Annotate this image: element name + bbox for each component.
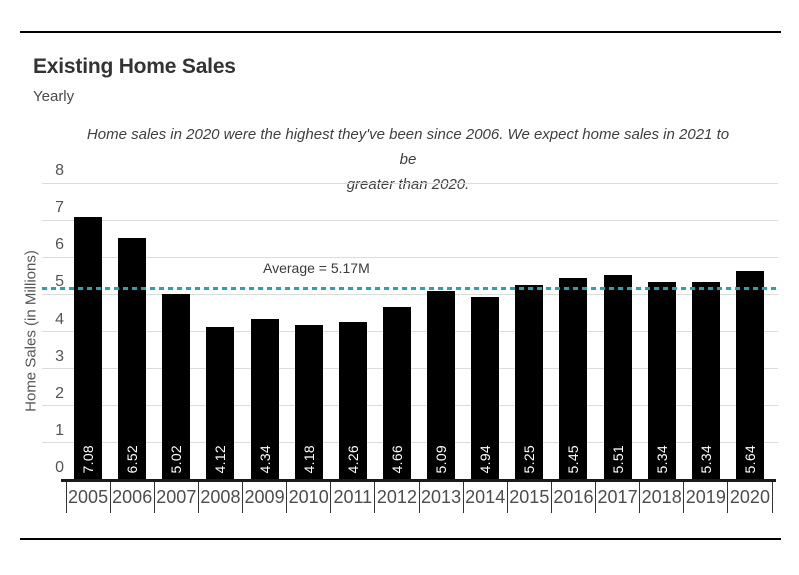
bar: 4.94 — [471, 296, 500, 480]
average-line-label: Average = 5.17M — [263, 260, 370, 276]
bar: 5.45 — [559, 277, 588, 480]
x-tick-label: 2016 — [553, 487, 594, 507]
x-tick — [418, 482, 420, 513]
x-tick-label: 2013 — [421, 487, 462, 507]
x-tick — [374, 482, 376, 513]
bar: 5.51 — [603, 275, 632, 480]
x-tick-label: 2009 — [244, 487, 285, 507]
y-tick-label: 1 — [55, 421, 64, 439]
x-tick — [550, 482, 552, 513]
x-tick — [286, 482, 288, 513]
bar-value-label: 4.94 — [477, 444, 494, 473]
x-tick — [771, 482, 773, 513]
x-tick — [595, 482, 596, 513]
y-tick-label: 3 — [55, 347, 64, 365]
gridline — [42, 219, 778, 221]
bottom-divider — [20, 538, 781, 540]
x-tick — [506, 482, 508, 513]
x-tick-label: 2019 — [685, 487, 726, 507]
x-tick-label: 2006 — [112, 487, 153, 507]
y-tick-label: 4 — [55, 310, 64, 328]
chart-annotation: Home sales in 2020 were the highest they… — [78, 122, 738, 197]
x-tick-label: 2020 — [729, 487, 770, 507]
bar-value-label: 5.09 — [433, 444, 450, 473]
x-tick-label: 2010 — [288, 487, 329, 507]
bar-value-label: 4.18 — [300, 444, 317, 473]
bar-value-label: 7.08 — [80, 444, 97, 473]
y-tick-label: 2 — [55, 384, 64, 402]
x-tick — [727, 482, 729, 513]
bar-value-label: 4.66 — [388, 444, 405, 473]
gridline — [42, 182, 778, 184]
bar: 4.34 — [250, 318, 279, 480]
x-tick-label: 2012 — [376, 487, 417, 507]
x-tick — [330, 482, 332, 513]
bar-value-label: 4.12 — [212, 444, 229, 473]
x-tick — [639, 482, 641, 513]
bar: 5.34 — [691, 281, 720, 480]
gridline — [42, 293, 778, 295]
annotation-line-2: greater than 2020. — [346, 176, 470, 193]
bar: 4.66 — [382, 306, 411, 480]
bar-value-label: 5.45 — [565, 444, 582, 473]
bar-value-label: 5.34 — [653, 444, 670, 473]
y-tick-label: 6 — [55, 236, 64, 254]
bar: 5.02 — [162, 293, 191, 480]
x-tick — [197, 482, 199, 513]
y-tick-label: 8 — [55, 162, 64, 179]
x-tick-label: 2018 — [641, 487, 682, 507]
average-line — [42, 286, 778, 290]
x-tick-label: 2015 — [509, 487, 550, 507]
x-tick — [462, 482, 464, 513]
bar-value-label: 4.34 — [256, 444, 273, 473]
x-tick-label: 2017 — [597, 487, 638, 507]
bar-value-label: 6.52 — [124, 444, 141, 473]
x-tick — [242, 482, 243, 513]
annotation-line-1: Home sales in 2020 were the highest they… — [86, 126, 730, 168]
x-tick — [65, 482, 67, 513]
x-tick — [683, 482, 685, 513]
x-tick-label: 2005 — [68, 487, 109, 507]
y-tick-label: 5 — [55, 273, 64, 291]
bar: 5.34 — [647, 281, 676, 480]
bar-value-label: 5.02 — [168, 444, 185, 473]
bar-value-label: 5.25 — [521, 444, 538, 473]
top-divider — [20, 31, 781, 33]
x-tick — [109, 482, 111, 513]
bar: 4.26 — [338, 321, 367, 480]
x-tick-label: 2007 — [156, 487, 197, 507]
x-tick-label: 2014 — [465, 487, 506, 507]
bar: 4.18 — [294, 324, 323, 480]
bar-value-label: 5.51 — [609, 444, 626, 473]
bar: 5.25 — [515, 285, 544, 480]
y-tick-label: 7 — [55, 199, 64, 217]
x-tick — [153, 482, 155, 513]
chart-subtitle: Yearly — [33, 88, 75, 105]
bar: 7.08 — [74, 217, 103, 480]
y-tick-label: 0 — [55, 459, 64, 476]
x-axis-line — [61, 479, 776, 482]
bar: 6.52 — [118, 237, 147, 480]
bar: 5.64 — [735, 270, 764, 480]
chart-title: Existing Home Sales — [33, 55, 236, 78]
bar-value-label: 5.64 — [741, 444, 758, 473]
gridline — [42, 256, 778, 258]
bar-value-label: 4.26 — [344, 444, 361, 473]
x-tick-label: 2011 — [333, 487, 373, 507]
bar-value-label: 5.34 — [697, 444, 714, 473]
x-tick-label: 2008 — [200, 487, 241, 507]
bar: 5.09 — [427, 291, 456, 480]
bar: 4.12 — [206, 327, 235, 480]
